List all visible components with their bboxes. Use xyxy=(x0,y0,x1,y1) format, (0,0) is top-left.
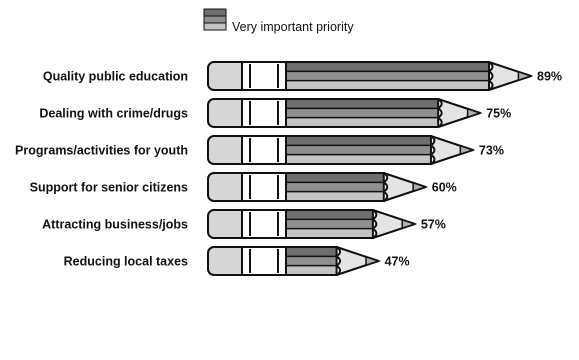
pencil-ferrule xyxy=(241,172,287,202)
pencil-body-bottom xyxy=(286,265,337,275)
pencil-tip xyxy=(335,246,380,276)
pencil-ferrule xyxy=(241,135,287,165)
pencil-ferrule xyxy=(241,98,287,128)
legend-label: Very important priority xyxy=(232,20,354,34)
pencil-body-top xyxy=(286,99,439,109)
value-label: 75% xyxy=(486,107,511,121)
pencil-body-top xyxy=(286,247,337,257)
category-label: Programs/activities for youth xyxy=(15,144,188,158)
pencil-bar: Programs/activities for youth 73% xyxy=(15,135,504,165)
pencil-bar: Dealing with crime/drugs 75% xyxy=(39,98,511,128)
pencil-body-top xyxy=(286,62,489,72)
chart-rows: Quality public education 89% Dealing with … xyxy=(15,61,562,276)
pencil-tip xyxy=(371,209,416,239)
pencil-bar: Quality public education 89% xyxy=(43,61,562,91)
pencil-body-mid xyxy=(286,219,373,229)
pencil-body-bottom xyxy=(286,191,384,201)
category-label: Support for senior citizens xyxy=(30,181,188,195)
pencil-lead xyxy=(459,144,476,156)
pencil-ferrule xyxy=(241,61,287,91)
category-label: Dealing with crime/drugs xyxy=(39,107,188,121)
pencil-lead xyxy=(401,218,418,230)
pencil-lead xyxy=(412,181,429,193)
pencil-ferrule xyxy=(241,209,287,239)
pencil-tip xyxy=(437,98,482,128)
pencil-body-top xyxy=(286,173,384,183)
value-label: 47% xyxy=(385,255,410,269)
value-label: 89% xyxy=(537,70,562,84)
pencil-body-bottom xyxy=(286,80,489,90)
pencil-body-top xyxy=(286,210,373,220)
pencil-body-top xyxy=(286,136,431,146)
pencil-body-mid xyxy=(286,182,384,192)
pencil-body-mid xyxy=(286,145,431,155)
pencil-tip xyxy=(488,61,532,91)
value-label: 60% xyxy=(432,181,457,195)
pencil-bar: Support for senior citizens 60% xyxy=(30,172,457,202)
pencil-body-bottom xyxy=(286,154,431,164)
legend-swatch-top xyxy=(203,8,227,17)
legend: Very important priority xyxy=(203,8,354,34)
pencil-body-mid xyxy=(286,71,489,81)
pencil-lead xyxy=(466,107,483,119)
pencil-lead xyxy=(365,255,381,267)
pencil-body-mid xyxy=(286,108,439,118)
pencil-tip xyxy=(429,135,474,165)
category-label: Attracting business/jobs xyxy=(42,218,188,232)
category-label: Reducing local taxes xyxy=(64,255,188,269)
pencil-lead xyxy=(517,70,534,82)
legend-swatch-mid xyxy=(203,15,227,24)
legend-swatch-bottom xyxy=(203,22,227,31)
pencil-body-bottom xyxy=(286,117,439,127)
value-label: 57% xyxy=(421,218,446,232)
pencil-body-mid xyxy=(286,256,337,266)
value-label: 73% xyxy=(479,144,504,158)
pencil-bar: Attracting business/jobs 57% xyxy=(42,209,446,239)
pencil-bar: Reducing local taxes 47% xyxy=(64,246,410,276)
pencil-body-bottom xyxy=(286,228,373,238)
pencil-tip xyxy=(382,172,427,202)
pencil-ferrule xyxy=(241,246,287,276)
category-label: Quality public education xyxy=(43,70,188,84)
